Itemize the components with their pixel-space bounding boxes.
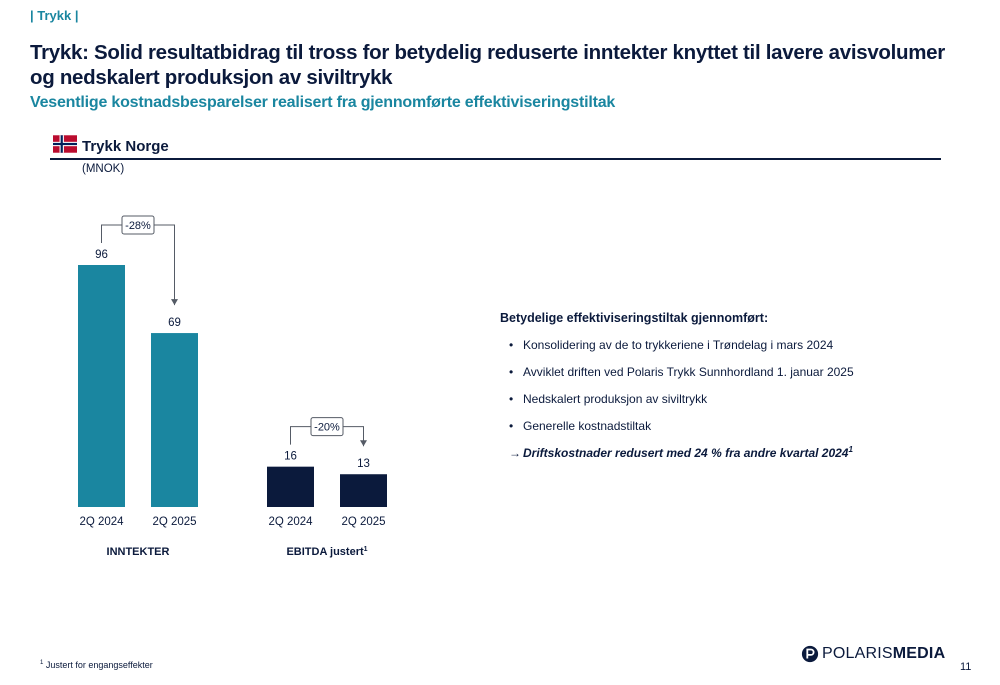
bar — [151, 333, 198, 507]
page-subtitle: Vesentlige kostnadsbesparelser realisert… — [30, 94, 616, 111]
change-box — [310, 417, 344, 437]
change-box — [121, 215, 155, 235]
arrow-right-icon: → — [509, 446, 521, 460]
x-tick-label: 2Q 2024 — [268, 516, 313, 528]
segment-divider — [50, 158, 941, 160]
chart-title: EBITDA justert1 — [286, 546, 367, 558]
page-title: Trykk: Solid resultatbidrag til tross fo… — [30, 41, 945, 89]
bullet-item: • Avviklet driften ved Polaris Trykk Sunn… — [509, 365, 854, 379]
bar — [78, 265, 125, 507]
polaris-media-logo-icon — [801, 645, 819, 663]
unit-label: (MNOK) — [82, 163, 125, 175]
x-tick-label: 2Q 2025 — [152, 516, 196, 528]
norway-flag-icon — [53, 135, 77, 153]
page-number: 11 — [960, 661, 972, 673]
bullet-item: • Generelle kostnadstiltak — [509, 419, 652, 433]
bullet-item: • Nedskalert produksjon av siviltrykk — [509, 392, 708, 406]
change-label: -28% — [125, 220, 151, 232]
arrow-down-icon — [171, 299, 178, 306]
bar — [267, 466, 314, 507]
arrow-down-icon — [360, 440, 367, 447]
footnote: 1 Justert for engangseffekter — [40, 660, 153, 670]
segment-title: Trykk Norge — [82, 138, 169, 155]
company-logo-text: POLARISMEDIA — [822, 645, 946, 662]
change-label: -20% — [314, 422, 340, 434]
bar — [340, 474, 387, 507]
bullet-item: • Konsolidering av de to trykkeriene i Tr… — [509, 338, 834, 352]
bar-value-label: 13 — [357, 458, 370, 470]
chart-title-superscript: 1 — [364, 546, 368, 553]
bar-value-label: 69 — [168, 317, 181, 329]
bullets-heading: Betydelige effektiviseringstiltak gjenno… — [500, 311, 769, 325]
chart-title: INNTEKTER — [107, 546, 170, 558]
section-tag: | Trykk | — [30, 8, 79, 23]
x-tick-label: 2Q 2025 — [341, 516, 385, 528]
highlight-item: → Driftskostnader redusert med 24 % fra a… — [509, 445, 853, 460]
bar-value-label: 16 — [284, 451, 297, 463]
bar-value-label: 96 — [95, 249, 108, 261]
x-tick-label: 2Q 2024 — [79, 516, 124, 528]
